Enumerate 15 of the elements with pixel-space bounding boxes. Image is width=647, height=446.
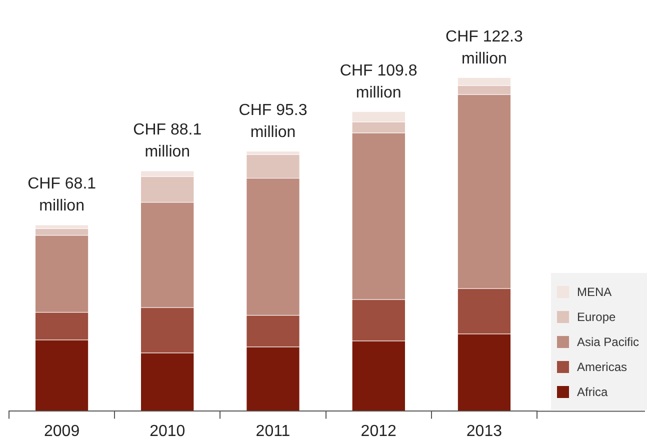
legend-label: Asia Pacific — [577, 334, 640, 348]
x-tick-label: 2009 — [44, 422, 80, 440]
total-label: CHF 68.1 million — [28, 176, 96, 215]
total-label: CHF 95.3 million — [238, 102, 308, 142]
legend-label: Europe — [577, 310, 616, 324]
x-tick-label: 2011 — [256, 422, 290, 440]
x-tick-label: 2010 — [150, 422, 186, 440]
total-label: CHF 109.8 million — [340, 62, 418, 102]
total-label: CHF 88.1 million — [133, 122, 202, 161]
total-label: CHF 122.3 million — [446, 28, 523, 68]
x-tick-label: 2013 — [466, 422, 502, 440]
legend-label: Americas — [577, 360, 628, 374]
x-tick-label: 2012 — [360, 422, 396, 440]
legend-label: MENA — [577, 284, 612, 298]
legend-label: Africa — [577, 384, 608, 398]
